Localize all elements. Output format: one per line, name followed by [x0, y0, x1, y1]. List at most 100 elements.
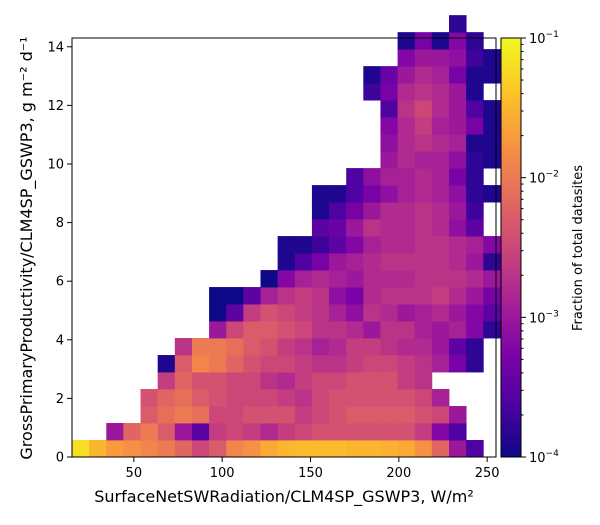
y-tick-label: 0: [56, 451, 64, 466]
heatmap-cell: [346, 287, 364, 305]
heatmap-cell: [466, 49, 484, 67]
heatmap-cell: [363, 253, 381, 271]
heatmap-cell: [380, 321, 398, 339]
heatmap-cell: [311, 253, 330, 271]
heatmap-cell: [380, 236, 398, 254]
heatmap-cell: [466, 338, 484, 356]
heatmap-cell: [243, 423, 261, 441]
heatmap-cell: [466, 236, 484, 254]
heatmap-cell: [277, 423, 296, 441]
heatmap-cell: [329, 287, 347, 305]
heatmap-cell: [431, 440, 450, 458]
heatmap-cell: [466, 270, 484, 288]
x-tick-label: 150: [298, 466, 323, 481]
heatmap-cell: [363, 66, 381, 84]
heatmap-cell: [260, 338, 279, 356]
heatmap-cell: [397, 185, 416, 203]
heatmap-cell: [380, 372, 398, 390]
heatmap-cell: [174, 355, 193, 373]
heatmap-cell: [294, 355, 313, 373]
y-tick-label: 12: [47, 99, 64, 114]
heatmap-cell: [466, 117, 484, 135]
heatmap-cell: [209, 440, 227, 458]
heatmap-cell: [89, 440, 107, 458]
heatmap-cell: [380, 253, 398, 271]
heatmap-cell: [346, 202, 364, 220]
heatmap-cell: [466, 32, 484, 50]
heatmap-cell: [449, 423, 467, 441]
heatmap-cell: [414, 236, 433, 254]
heatmap-cell: [431, 202, 450, 220]
heatmap-cell: [346, 219, 364, 237]
heatmap-cell: [363, 185, 381, 203]
heatmap-cell: [449, 406, 467, 424]
heatmap-cell: [191, 406, 210, 424]
heatmap-cell: [174, 338, 193, 356]
heatmap-cell: [380, 304, 398, 322]
heatmap-cell: [483, 253, 501, 271]
heatmap-cell: [397, 372, 416, 390]
heatmap-cell: [431, 287, 450, 305]
heatmap-cell: [466, 134, 484, 152]
heatmap-cell: [397, 321, 416, 339]
colorbar-tick-label: 10−4: [529, 449, 559, 466]
heatmap-cell: [414, 185, 433, 203]
heatmap-cell: [380, 100, 398, 118]
heatmap-cell: [311, 440, 330, 458]
heatmap-cell: [449, 253, 467, 271]
heatmap-cell: [311, 389, 330, 407]
heatmap-cell: [311, 219, 330, 237]
heatmap-cell: [414, 440, 433, 458]
heatmap-cell: [311, 304, 330, 322]
heatmap-cell: [311, 270, 330, 288]
heatmap-cell: [329, 406, 347, 424]
heatmap-cell: [483, 100, 501, 118]
heatmap-cell: [449, 66, 467, 84]
heatmap-cell: [414, 66, 433, 84]
heatmap-cell: [449, 355, 467, 373]
heatmap-cell: [260, 372, 279, 390]
colorbar-gradient: [500, 37, 522, 458]
heatmap-cell: [397, 440, 416, 458]
heatmap-cell: [294, 423, 313, 441]
heatmap-cell: [363, 321, 381, 339]
heatmap-cell: [346, 236, 364, 254]
heatmap-cell: [123, 423, 141, 441]
heatmap-cell: [363, 304, 381, 322]
heatmap-cell: [311, 321, 330, 339]
heatmap-cell: [449, 321, 467, 339]
heatmap-cell: [209, 355, 227, 373]
heatmap-cell: [346, 304, 364, 322]
heatmap-cell: [277, 355, 296, 373]
x-tick-label: 50: [126, 466, 143, 481]
heatmap-cell: [329, 440, 347, 458]
heatmap-cell: [157, 423, 176, 441]
heatmap-cell: [414, 134, 433, 152]
heatmap-cell: [483, 117, 501, 135]
heatmap-cell: [431, 389, 450, 407]
heatmap-cell: [483, 270, 501, 288]
heatmap-cell: [243, 406, 261, 424]
heatmap-cell: [449, 338, 467, 356]
heatmap-cell: [431, 270, 450, 288]
heatmap-cell: [449, 440, 467, 458]
heatmap-cell: [397, 83, 416, 101]
heatmap-cell: [209, 287, 227, 305]
heatmap-cell: [397, 423, 416, 441]
heatmap-cell: [431, 236, 450, 254]
x-axis-label: SurfaceNetSWRadiation/CLM4SP_GSWP3, W/m²: [94, 487, 474, 507]
heatmap-cell: [449, 117, 467, 135]
heatmap-cell: [363, 338, 381, 356]
heatmap-cell: [397, 219, 416, 237]
heatmap-cell: [414, 355, 433, 373]
heatmap-cell: [449, 168, 467, 186]
heatmap-cell: [174, 406, 193, 424]
heatmap-cell: [260, 321, 279, 339]
heatmap-cell: [226, 287, 244, 305]
x-tick-label: 100: [210, 466, 235, 481]
heatmap-cell: [226, 338, 244, 356]
heatmap-cell: [329, 304, 347, 322]
heatmap-cell: [294, 253, 313, 271]
heatmap-cell: [380, 389, 398, 407]
